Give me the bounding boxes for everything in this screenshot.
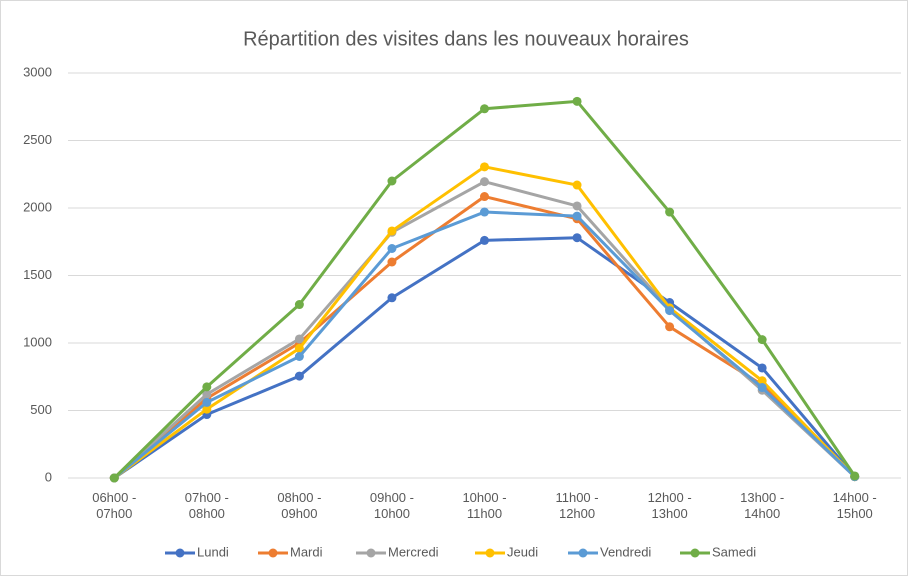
x-tick-label: 09h00 - 10h00 [369, 490, 414, 521]
data-point [757, 383, 767, 393]
y-tick-label: 1000 [23, 334, 52, 349]
data-point [294, 352, 304, 361]
legend-label: Jeudi [507, 544, 538, 559]
data-point [202, 382, 212, 392]
data-point [202, 397, 212, 407]
data-point [387, 244, 397, 253]
data-point [665, 306, 675, 316]
data-point [387, 176, 397, 186]
y-tick-label: 1500 [23, 267, 52, 282]
data-point [757, 335, 767, 345]
data-point [294, 300, 304, 310]
data-point [757, 376, 767, 386]
data-point [665, 207, 675, 217]
legend-marker [366, 548, 376, 558]
legend-label: Mardi [290, 544, 323, 559]
y-tick-label: 3000 [23, 64, 52, 79]
data-point [387, 257, 397, 267]
x-tick-label: 14h00 - 15h00 [832, 490, 877, 521]
data-point [480, 104, 489, 114]
x-tick-label: 12h00 - 13h00 [647, 490, 692, 521]
data-point [572, 96, 582, 106]
data-point [294, 343, 304, 353]
x-tick-label: 08h00 - 09h00 [277, 490, 322, 521]
data-point [480, 207, 489, 217]
legend-marker [485, 548, 495, 558]
x-tick-label: 07h00 - 08h00 [184, 490, 229, 521]
legend-label: Lundi [197, 544, 229, 559]
data-point [387, 226, 397, 236]
x-tick-label: 11h00 - 12h00 [555, 490, 599, 521]
chart-title: Répartition des visites dans les nouveau… [243, 28, 689, 50]
data-point [480, 235, 489, 245]
legend-label: Vendredi [600, 544, 651, 559]
data-point [850, 471, 860, 481]
data-point [480, 192, 489, 202]
data-point [387, 293, 397, 303]
data-point [109, 473, 119, 483]
data-point [757, 363, 767, 373]
data-point [480, 177, 489, 187]
y-tick-label: 500 [30, 402, 52, 417]
data-point [480, 162, 489, 172]
legend-label: Samedi [712, 544, 756, 559]
y-tick-label: 2000 [23, 199, 52, 214]
legend-marker [578, 548, 588, 558]
data-point [294, 371, 304, 381]
y-tick-label: 2500 [23, 132, 52, 147]
data-point [572, 180, 582, 190]
data-point [572, 201, 582, 211]
legend-marker [690, 548, 700, 558]
y-tick-label: 0 [45, 469, 52, 484]
data-point [202, 389, 212, 399]
data-point [665, 322, 675, 332]
x-tick-label: 13h00 - 14h00 [740, 490, 785, 521]
legend-marker [175, 548, 185, 558]
x-tick-label: 10h00 - 11h00 [462, 490, 507, 521]
data-point [202, 404, 212, 414]
data-point [294, 334, 304, 344]
data-point [572, 211, 582, 221]
legend-marker [268, 548, 278, 558]
x-tick-label: 06h00 - 07h00 [92, 490, 137, 521]
data-point [572, 233, 582, 243]
legend-label: Mercredi [388, 544, 439, 559]
